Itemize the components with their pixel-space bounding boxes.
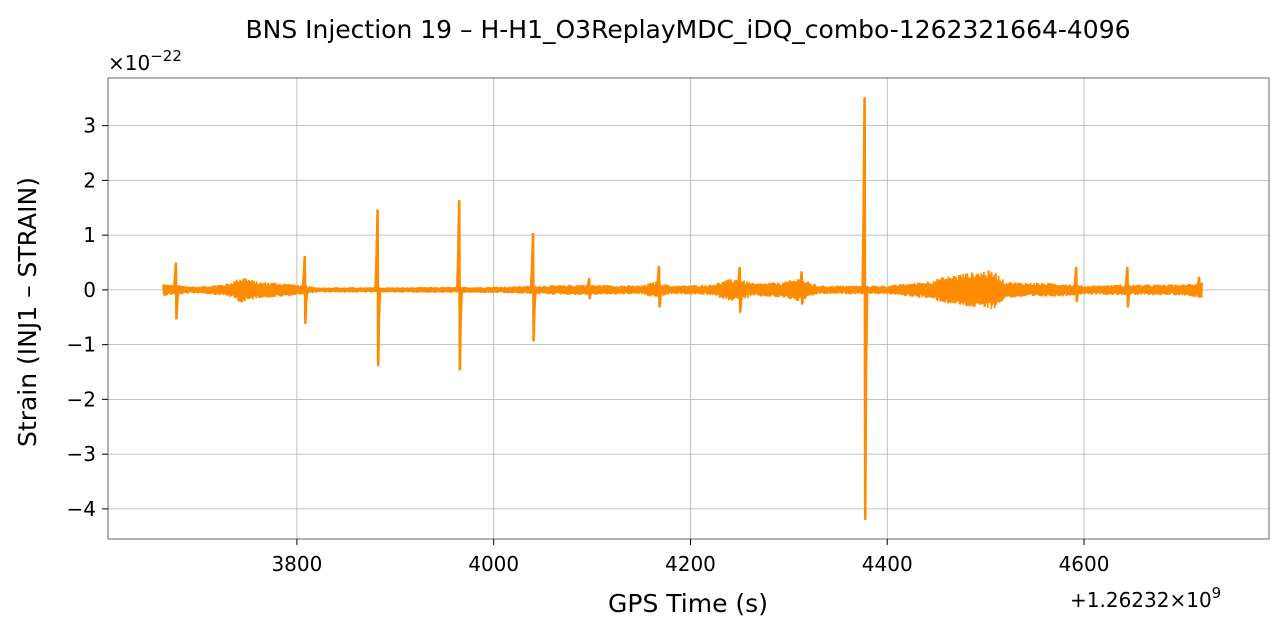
x-tick-label: 4400 [862, 552, 913, 576]
x-offset-base: +1.26232×10 [1070, 588, 1212, 612]
y-multiplier: ×10−22 [108, 47, 182, 75]
glitch-spike [736, 266, 744, 314]
x-axis-ticks: 3800 4000 4200 4400 4600 [271, 539, 1109, 576]
y-tick-label: 0 [83, 278, 96, 302]
y-tick-label: 3 [83, 114, 96, 138]
glitch-spike [455, 199, 464, 371]
strain-noise-trace [162, 270, 1203, 309]
grid-lines [108, 78, 1269, 539]
x-tick-label: 4200 [665, 552, 716, 576]
glitch-spike [655, 265, 663, 308]
y-axis-label: Strain (INJ1 – STRAIN) [13, 177, 42, 447]
y-multiplier-exponent: −22 [150, 47, 182, 65]
glitch-spike [1072, 266, 1080, 303]
y-tick-label: −3 [67, 442, 96, 466]
y-tick-label: 2 [83, 168, 96, 192]
glitch-spike [1124, 266, 1132, 308]
y-tick-label: −1 [67, 333, 96, 357]
y-tick-label: 1 [83, 223, 96, 247]
y-multiplier-base: ×10 [108, 51, 150, 75]
y-tick-label: −2 [67, 387, 96, 411]
glitch-spike [529, 232, 537, 342]
chart-title: BNS Injection 19 – H-H1_O3ReplayMDC_iDQ_… [245, 15, 1130, 44]
glitch-spike [374, 209, 382, 367]
x-offset-exponent: 9 [1212, 584, 1222, 602]
plot-frame [107, 77, 1270, 540]
glitch-spike [301, 255, 309, 325]
glitch-spike [861, 96, 869, 521]
glitch-spike [585, 277, 593, 300]
x-tick-label: 4000 [468, 552, 519, 576]
x-axis-label: GPS Time (s) [608, 589, 768, 618]
x-tick-label: 4600 [1059, 552, 1110, 576]
glitch-spike [798, 271, 806, 305]
y-tick-label: −4 [67, 497, 96, 521]
x-offset: +1.26232×109 [1070, 584, 1221, 612]
strain-series-line [162, 96, 1203, 521]
glitch-spike [1195, 276, 1203, 298]
x-tick-label: 3800 [271, 552, 322, 576]
glitch-spike [172, 262, 180, 320]
y-axis-ticks: 3 2 1 0 −1 −2 −3 −4 [67, 114, 108, 521]
